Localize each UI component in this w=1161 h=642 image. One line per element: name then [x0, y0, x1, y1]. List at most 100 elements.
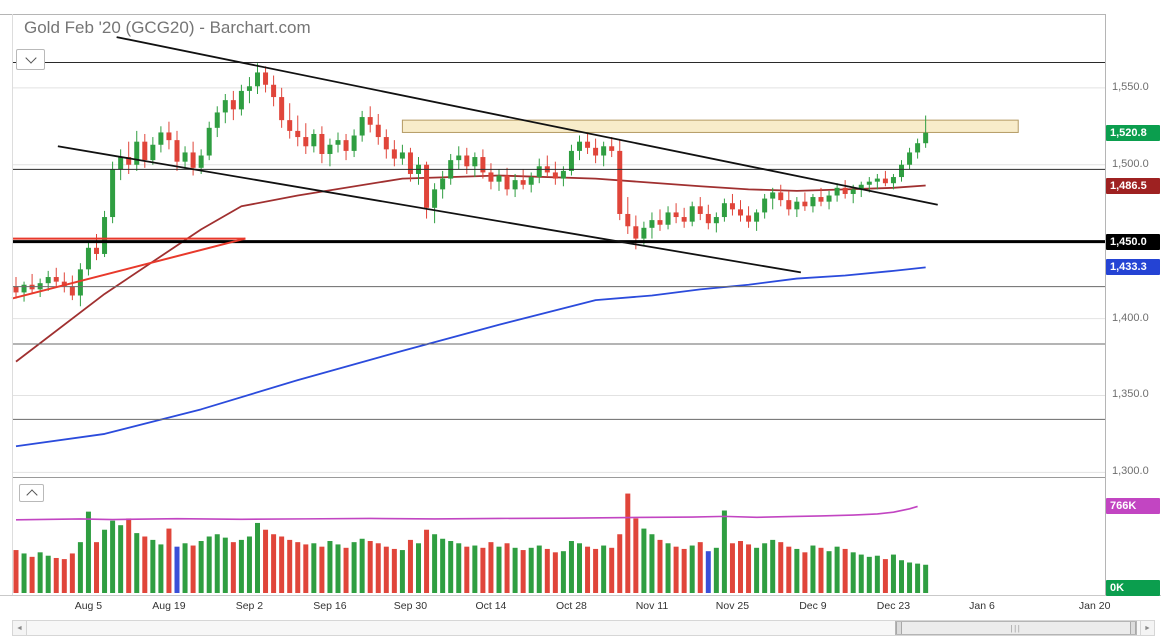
volume-bar	[810, 545, 816, 593]
candle-body	[118, 157, 124, 170]
scrollbar-grip-icon: |||	[1010, 623, 1022, 633]
volume-bar	[818, 547, 824, 593]
candle-body	[311, 133, 317, 147]
volume-bar	[271, 534, 277, 593]
date-axis-label: Oct 14	[475, 600, 507, 612]
volume-bar	[794, 548, 800, 593]
candle-body	[214, 112, 220, 128]
price-axis: 1,550.0 1,500.0 1,450.0 1,400.0 1,350.0 1,300…	[1106, 0, 1161, 620]
candle-body	[287, 120, 293, 131]
volume-bar	[295, 542, 301, 593]
volume-bar	[37, 552, 43, 593]
candle-body	[359, 117, 365, 136]
volume-bar	[689, 545, 695, 593]
volume-bar	[29, 556, 35, 593]
volume-bar	[754, 547, 760, 593]
scroll-right-arrow[interactable]: ►	[1140, 620, 1155, 636]
price-pane-collapse-button[interactable]	[16, 49, 45, 70]
resistance-zone-rectangle[interactable]	[401, 119, 1019, 133]
candle-body	[351, 135, 357, 151]
volume-bar	[721, 510, 727, 593]
candle-body	[464, 155, 470, 167]
candle-body	[609, 146, 615, 151]
volume-bar	[770, 539, 776, 593]
volume-bar	[729, 543, 735, 593]
candle-body	[456, 155, 462, 161]
candle-body	[786, 200, 792, 210]
candle-body	[102, 217, 108, 254]
candle-body	[882, 178, 888, 184]
volume-bar	[222, 537, 228, 593]
chart-scrollbar[interactable]: ◄ ||| ►	[12, 620, 1155, 636]
black-trendline[interactable]	[57, 145, 802, 274]
scroll-left-arrow[interactable]: ◄	[12, 620, 27, 636]
candle-body	[842, 187, 848, 194]
candle-body	[552, 172, 558, 179]
candle-body	[568, 150, 574, 171]
candle-body	[150, 144, 156, 161]
volume-pane-expand-button[interactable]	[19, 484, 44, 502]
candle-body	[504, 175, 510, 190]
volume-bar	[858, 554, 864, 593]
volume-bar	[512, 547, 518, 593]
volume-bar	[174, 546, 180, 593]
candle-body	[593, 147, 599, 156]
volume-bar	[214, 534, 220, 593]
candle-body	[577, 141, 582, 151]
volume-bar	[665, 543, 671, 593]
candle-body	[190, 152, 196, 168]
candle-body	[85, 247, 91, 270]
candle-body	[665, 212, 671, 225]
date-axis-label: Sep 2	[235, 600, 264, 612]
volume-bar	[53, 557, 59, 593]
candle-body	[657, 220, 663, 225]
scrollbar-left-handle[interactable]	[896, 622, 903, 634]
candle-body	[528, 177, 534, 185]
candle-body	[794, 201, 800, 210]
candle-body	[21, 284, 27, 293]
date-axis-label: Sep 16	[313, 600, 347, 612]
candle-body	[713, 217, 719, 224]
red-trendline[interactable]	[11, 237, 246, 300]
volume-bar	[641, 528, 647, 593]
candle-body	[697, 206, 703, 214]
candle-body	[391, 149, 397, 159]
date-axis-label: Aug 19	[152, 600, 186, 612]
candle-body	[560, 170, 566, 179]
scrollbar-right-handle[interactable]	[1129, 622, 1136, 634]
volume-bar	[874, 555, 880, 593]
volume-bar	[568, 541, 574, 593]
price-axis-label: 1,500.0	[1112, 157, 1149, 170]
candle-body	[923, 132, 929, 144]
volume-bar	[134, 533, 140, 593]
scrollbar-thumb[interactable]: |||	[895, 621, 1137, 635]
candle-body	[126, 157, 132, 165]
volume-bar	[762, 543, 768, 593]
candle-body	[729, 203, 735, 210]
volume-bar	[826, 551, 832, 593]
volume-bar	[520, 550, 526, 593]
candle-body	[134, 141, 140, 165]
candle-body	[890, 177, 896, 184]
black-trendline[interactable]	[116, 36, 938, 206]
candle-body	[198, 155, 204, 168]
candle-body	[762, 198, 768, 213]
volume-bar	[882, 559, 888, 593]
candle-body	[520, 180, 526, 185]
candle-body	[850, 189, 856, 194]
candle-body	[142, 141, 148, 161]
candle-body	[625, 213, 631, 227]
candle-body	[230, 100, 236, 110]
volume-bar	[834, 546, 840, 593]
candle-body	[77, 269, 83, 296]
date-axis-label: Dec 23	[876, 600, 911, 612]
ma-blue-badge: 1,433.3	[1106, 259, 1160, 276]
candle-body	[496, 175, 502, 182]
volume-bar	[585, 546, 591, 593]
chevron-up-icon	[25, 488, 38, 501]
candle-body	[158, 132, 164, 145]
scrollbar-track[interactable]: |||	[27, 620, 1140, 636]
candle-body	[834, 187, 840, 196]
volume-bar	[432, 534, 438, 593]
